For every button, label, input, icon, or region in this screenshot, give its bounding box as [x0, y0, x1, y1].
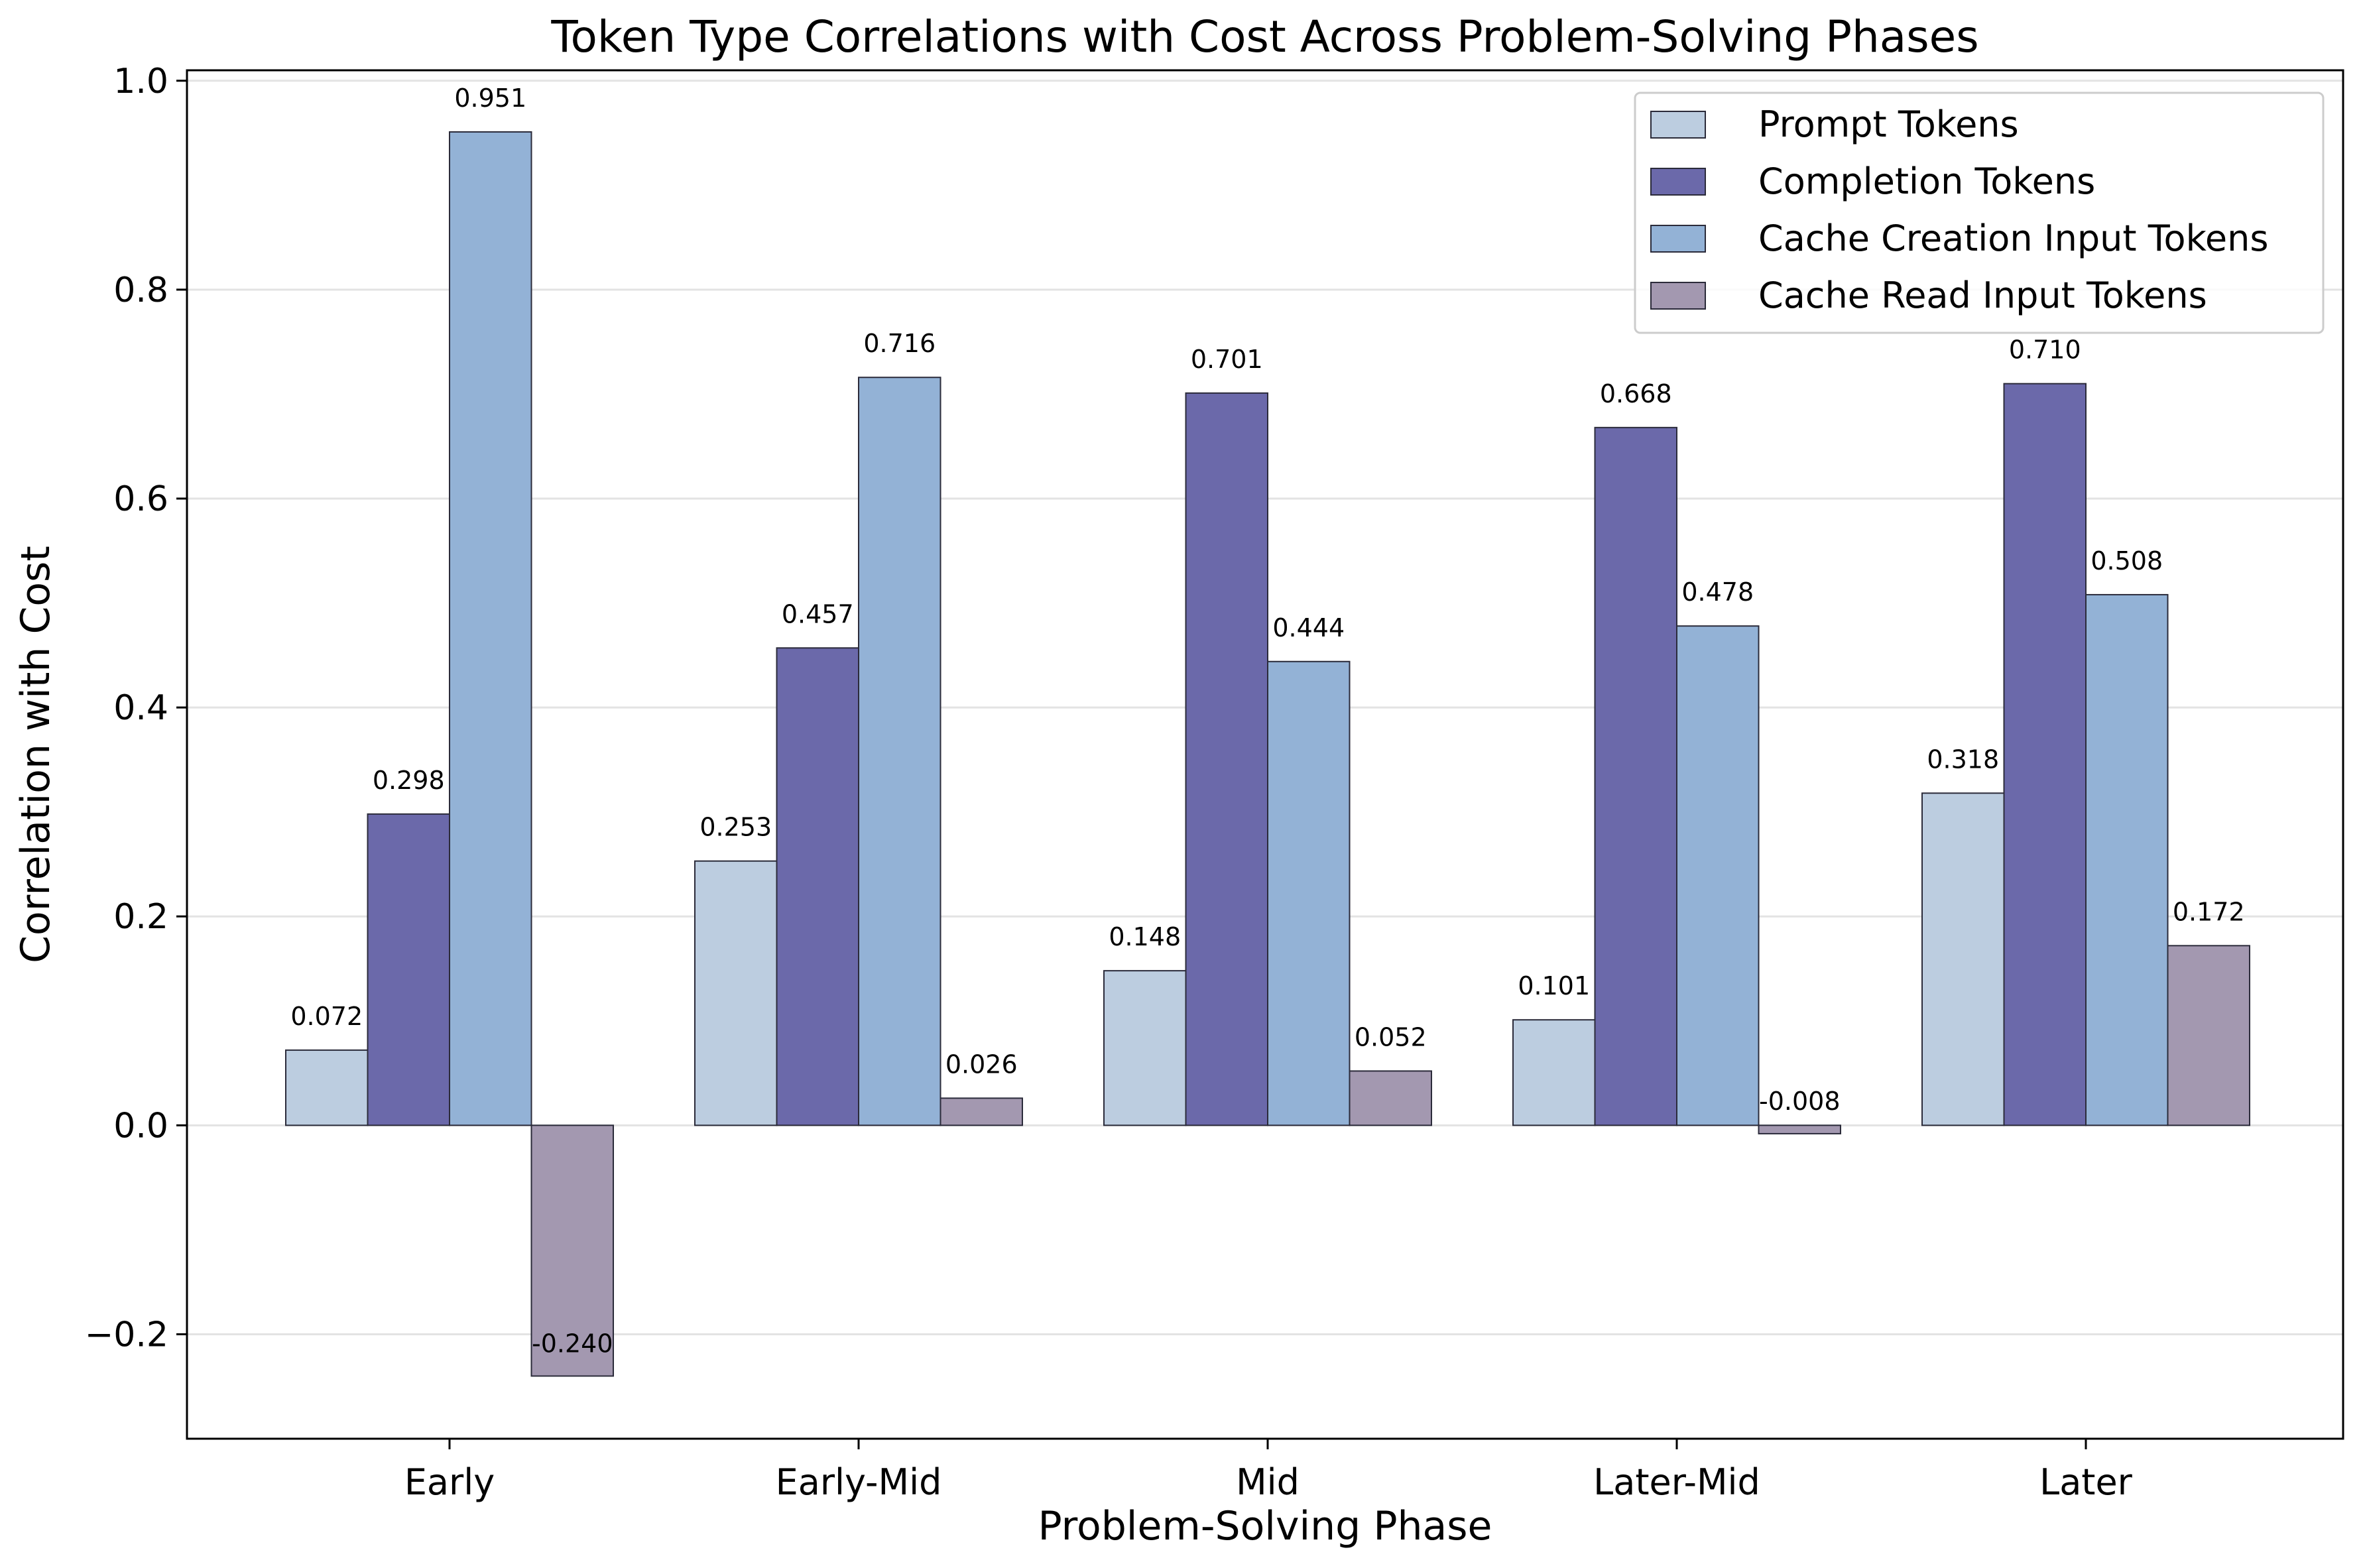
bar [1185, 392, 1268, 1126]
bar-value-label: 0.172 [2173, 897, 2245, 926]
bar [530, 1124, 614, 1377]
y-tick-label: 0.6 [113, 479, 168, 519]
bar-value-label: 0.052 [1355, 1022, 1427, 1052]
legend-label: Prompt Tokens [1758, 103, 2019, 145]
legend-swatch [1650, 225, 1706, 253]
bar-value-label: 0.444 [1272, 613, 1345, 642]
bar-value-label: 0.298 [373, 766, 445, 795]
legend: Prompt Tokens Completion Tokens Cache Crea… [1634, 91, 2325, 334]
bar-value-label: 0.701 [1191, 345, 1263, 374]
bar-value-label: 0.253 [699, 813, 772, 842]
bar [2003, 383, 2087, 1126]
bar-value-label: -0.240 [532, 1329, 613, 1358]
bar-value-label: 0.026 [945, 1050, 1018, 1079]
bar [776, 647, 859, 1126]
bar [2085, 593, 2169, 1126]
bar-value-label: 0.101 [1518, 971, 1590, 1000]
x-axis-label: Problem-Solving Phase [1038, 1503, 1492, 1549]
bar [858, 377, 941, 1126]
y-tick-label: 0.4 [113, 688, 168, 728]
y-tick-label: 0.2 [113, 897, 168, 937]
bar [449, 131, 532, 1126]
bar [1676, 625, 1760, 1126]
plot-frame [186, 69, 2344, 1440]
bar-value-label: 0.457 [782, 599, 854, 629]
bar [1267, 660, 1351, 1126]
x-tick-label: Mid [1236, 1461, 1300, 1503]
legend-frame [1634, 91, 2325, 334]
legend-label: Completion Tokens [1758, 160, 2095, 202]
bar [1512, 1019, 1596, 1126]
y-axis: −0.2 0.0 0.2 0.4 0.6 0.8 1.0 [85, 62, 187, 1355]
y-tick-label: 0.0 [113, 1106, 168, 1146]
legend-label: Cache Read Input Tokens [1758, 274, 2207, 316]
bar [1103, 970, 1187, 1126]
bar-value-label: -0.008 [1759, 1087, 1841, 1116]
legend-label: Cache Creation Input Tokens [1758, 217, 2269, 259]
y-tick-label: 1.0 [113, 62, 168, 101]
bar [939, 1097, 1023, 1126]
x-tick-label: Early [404, 1461, 495, 1503]
legend-swatch [1650, 111, 1706, 139]
bar [2167, 945, 2250, 1126]
legend-swatch [1650, 282, 1706, 310]
bar [1349, 1070, 1432, 1126]
bar [1758, 1124, 1841, 1134]
y-tick-label: 0.8 [113, 271, 168, 310]
y-tick-label: −0.2 [85, 1315, 168, 1355]
bar-value-label: 0.716 [863, 329, 936, 358]
bars [285, 131, 2250, 1377]
x-axis: Early Early-Mid Mid Later-Mid Later [404, 1439, 2133, 1503]
bar-value-label: 0.668 [1600, 379, 1672, 408]
bar [367, 813, 450, 1126]
bar-value-label: 0.508 [2090, 546, 2163, 575]
x-tick-label: Later [2039, 1461, 2133, 1503]
bar-value-label: 0.148 [1109, 922, 1181, 951]
bar-value-labels: 0.072 0.298 0.951 -0.240 0.253 0.457 0.716 0.02… [290, 84, 2244, 1358]
bar-value-label: 0.072 [290, 1002, 363, 1031]
bar-value-label: 0.951 [454, 84, 526, 113]
legend-swatch [1650, 168, 1706, 196]
bar [1921, 792, 2005, 1126]
x-tick-label: Early-Mid [776, 1461, 942, 1503]
bar-value-label: 0.318 [1927, 745, 1999, 774]
bar-value-label: 0.478 [1681, 577, 1754, 607]
bar-value-label: 0.710 [2009, 335, 2081, 365]
chart-title: Token Type Correlations with Cost Across… [550, 11, 1978, 62]
y-axis-label: Correlation with Cost [13, 546, 59, 963]
bar [1594, 426, 1677, 1126]
bar [285, 1049, 369, 1126]
x-tick-label: Later-Mid [1593, 1461, 1760, 1503]
bar [694, 860, 778, 1126]
